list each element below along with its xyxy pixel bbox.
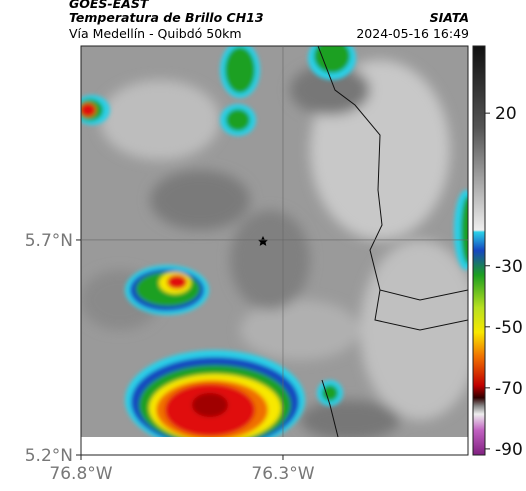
satellite-image (81, 46, 468, 437)
colorbar-tick-label: -50 (495, 318, 523, 338)
colorbar (472, 45, 486, 456)
subtitle: Vía Medellín - Quibdó 50km (69, 26, 242, 41)
colorbar-tick-label: -30 (495, 257, 523, 277)
x-tick-label: 76.8°W (49, 464, 112, 484)
source: GOES-EAST (69, 0, 150, 11)
map-frame (80, 45, 469, 456)
y-tick-label: 5.7°N (25, 231, 73, 251)
colorbar-tick-label: -70 (495, 379, 523, 399)
timestamp: 2024-05-16 16:49 (356, 26, 469, 41)
title: Temperatura de Brillo CH13 (69, 10, 264, 25)
location-marker (257, 236, 269, 246)
colorbar-tick-label: 20 (495, 104, 517, 124)
x-tick-label: 76.3°W (251, 464, 314, 484)
boundary (317, 46, 468, 437)
agency: SIATA (430, 10, 469, 25)
colorbar-tick-label: -90 (495, 440, 523, 460)
y-tick-label: 5.2°N (25, 446, 73, 466)
